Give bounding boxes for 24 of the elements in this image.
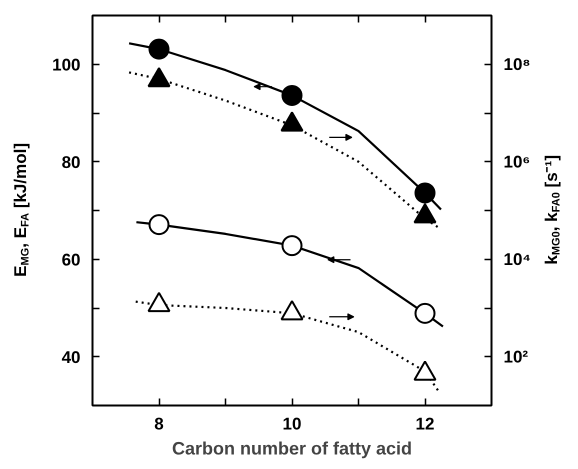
point — [148, 292, 170, 312]
point — [148, 38, 170, 60]
point — [414, 302, 436, 324]
point — [280, 300, 304, 320]
point — [282, 84, 302, 106]
point — [414, 203, 436, 224]
point — [280, 111, 304, 132]
y-tick-label: 80 — [62, 152, 81, 172]
point — [282, 235, 302, 256]
x-axis-title: Carbon number of fatty acid — [172, 438, 412, 458]
y-tick-label: 60 — [62, 250, 81, 270]
y2-tick-label: 10⁶ — [504, 152, 530, 172]
x-tick-label: 12 — [416, 414, 434, 434]
y2-tick-label: 10⁴ — [504, 250, 531, 269]
y-tick-label: 40 — [62, 348, 81, 367]
point — [148, 214, 170, 236]
x-tick-label: 10 — [282, 414, 302, 434]
x-tick-label: 8 — [154, 414, 164, 434]
y2-tick-label: 10⁸ — [504, 54, 530, 74]
point — [414, 182, 436, 204]
point — [414, 360, 436, 381]
y2-tick-label: 10² — [504, 347, 528, 366]
y-tick-label: 100 — [52, 55, 81, 74]
point — [148, 67, 170, 88]
